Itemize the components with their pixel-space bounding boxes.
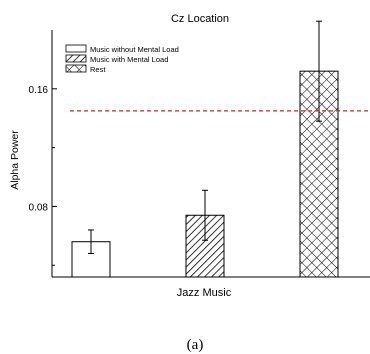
figure-caption: (a) <box>187 337 204 353</box>
legend-swatch <box>65 44 87 53</box>
x-axis-label: Jazz Music <box>177 287 232 299</box>
y-tick-label: 0.08 <box>29 202 49 213</box>
legend-label: Music with Mental Load <box>90 55 168 64</box>
chart-title: Cz Location <box>171 13 229 25</box>
legend-swatch <box>65 54 87 63</box>
y-axis-label: Alpha Power <box>9 130 21 190</box>
y-tick-label: 0.16 <box>29 85 49 96</box>
legend-swatch <box>65 64 87 73</box>
legend-label: Rest <box>90 65 106 74</box>
legend-label: Music without Mental Load <box>90 45 179 54</box>
